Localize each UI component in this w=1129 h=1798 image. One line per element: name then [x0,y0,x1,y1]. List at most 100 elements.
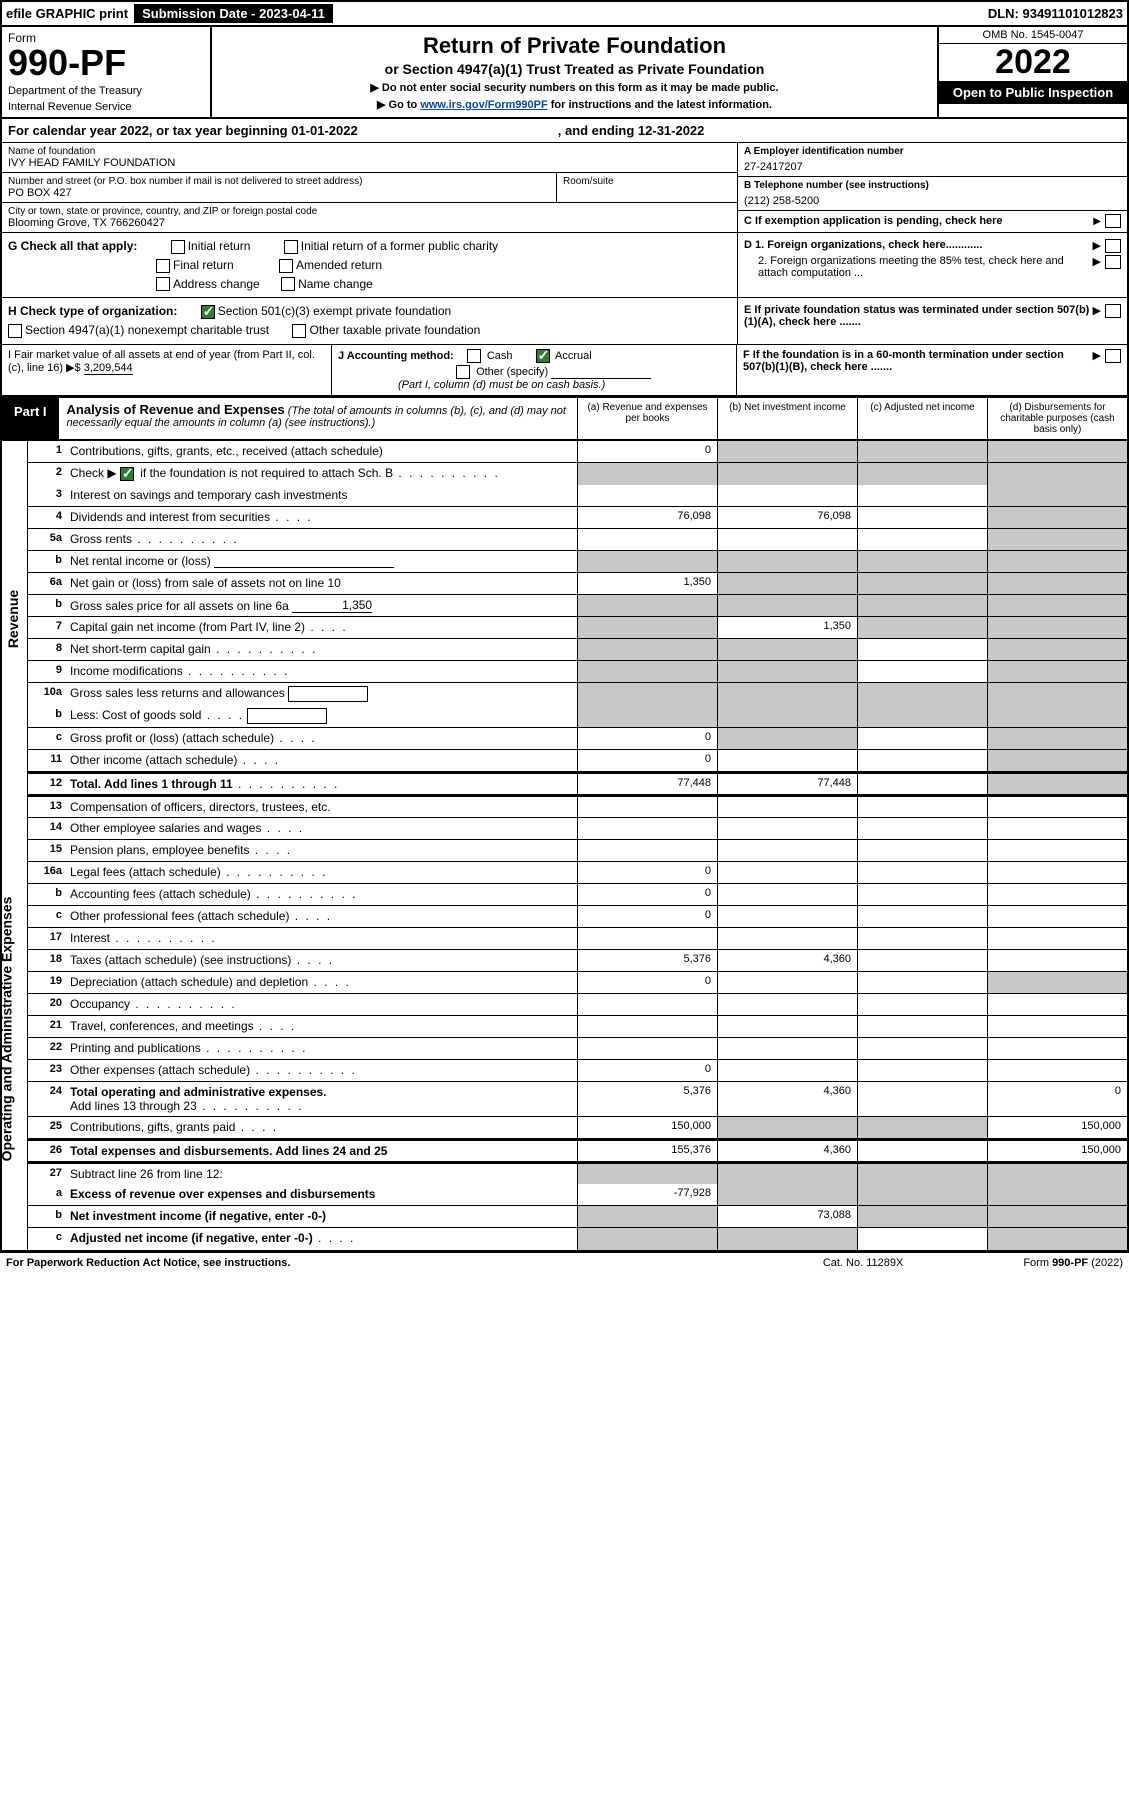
fmv-j: J Accounting method: Cash Accrual Other … [332,345,737,395]
part1-header: Part I Analysis of Revenue and Expenses … [0,396,1129,441]
top-bar: efile GRAPHIC print Submission Date - 20… [0,0,1129,27]
room-suite: Room/suite [557,173,737,202]
row-26: 26Total expenses and disbursements. Add … [28,1139,1127,1162]
main-table: Revenue Operating and Administrative Exp… [0,441,1129,1252]
cb-initial-former[interactable] [284,240,298,254]
f-check: F If the foundation is in a 60-month ter… [737,345,1127,395]
irs-link[interactable]: www.irs.gov/Form990PF [420,99,547,111]
row-5b: bNet rental income or (loss) [28,551,1127,573]
calendar-year-row: For calendar year 2022, or tax year begi… [0,119,1129,143]
row-10c: cGross profit or (loss) (attach schedule… [28,728,1127,750]
dept-treasury: Department of the Treasury [8,85,204,97]
tax-year: 2022 [939,44,1127,81]
d-checks: D 1. Foreign organizations, check here..… [737,233,1127,297]
row-19: 19Depreciation (attach schedule) and dep… [28,972,1127,994]
checks-g-row: G Check all that apply: Initial return I… [0,232,1129,297]
cb-initial-return[interactable] [171,240,185,254]
omb-number: OMB No. 1545-0047 [939,27,1127,44]
row-16a: 16aLegal fees (attach schedule)0 [28,862,1127,884]
form-number: 990-PF [8,45,204,81]
row-2: 2Check ▶ if the foundation is not requir… [28,463,1127,485]
c-checkbox[interactable] [1105,214,1121,228]
row-16c: cOther professional fees (attach schedul… [28,906,1127,928]
row-22: 22Printing and publications [28,1038,1127,1060]
h-checks: H Check type of organization: Section 50… [2,298,737,344]
cb-d2[interactable] [1105,255,1121,269]
row-20: 20Occupancy [28,994,1127,1016]
form-header: Form 990-PF Department of the Treasury I… [0,27,1129,119]
city-cell: City or town, state or province, country… [2,203,737,232]
dept-irs: Internal Revenue Service [8,101,204,113]
row-5a: 5aGross rents [28,529,1127,551]
form-subtitle: or Section 4947(a)(1) Trust Treated as P… [222,61,927,77]
row-4: 4Dividends and interest from securities7… [28,507,1127,529]
col-c-header: (c) Adjusted net income [857,398,987,439]
cb-final-return[interactable] [156,259,170,273]
cb-cash[interactable] [467,349,481,363]
row-12: 12Total. Add lines 1 through 1177,44877,… [28,772,1127,795]
revenue-label: Revenue [5,590,21,648]
row-10b: bLess: Cost of goods sold [28,705,1127,728]
note-ssn: ▶ Do not enter social security numbers o… [222,81,927,94]
row-3: 3Interest on savings and temporary cash … [28,485,1127,507]
form-title: Return of Private Foundation [222,33,927,59]
cb-4947[interactable] [8,324,22,338]
cb-d1[interactable] [1105,239,1121,253]
efile-label[interactable]: efile GRAPHIC print [6,6,128,21]
ein-cell: A Employer identification number 27-2417… [738,143,1127,177]
row-7: 7Capital gain net income (from Part IV, … [28,617,1127,639]
side-labels: Revenue Operating and Administrative Exp… [2,441,28,1250]
dln: DLN: 93491101012823 [988,6,1123,21]
cb-e[interactable] [1105,304,1121,318]
cb-sch-b[interactable] [120,467,134,481]
foundation-name-cell: Name of foundation IVY HEAD FAMILY FOUND… [2,143,737,173]
cb-501c3[interactable] [201,305,215,319]
row-6b: bGross sales price for all assets on lin… [28,595,1127,617]
row-13: 13Compensation of officers, directors, t… [28,795,1127,818]
row-15: 15Pension plans, employee benefits [28,840,1127,862]
footer: For Paperwork Reduction Act Notice, see … [0,1252,1129,1273]
row-17: 17Interest [28,928,1127,950]
col-b-header: (b) Net investment income [717,398,857,439]
g-checks: G Check all that apply: Initial return I… [2,233,737,297]
cb-other-taxable[interactable] [292,324,306,338]
cal-year-text: For calendar year 2022, or tax year begi… [8,123,358,138]
row-14: 14Other employee salaries and wages [28,818,1127,840]
c-exemption: C If exemption application is pending, c… [738,211,1127,231]
rows-area: 1Contributions, gifts, grants, etc., rec… [28,441,1127,1250]
form-reference: Form 990-PF (2022) [1023,1257,1123,1269]
cal-year-ending: , and ending 12-31-2022 [558,123,705,138]
col-d-header: (d) Disbursements for charitable purpose… [987,398,1127,439]
fmv-row: I Fair market value of all assets at end… [0,344,1129,396]
row-25: 25Contributions, gifts, grants paid150,0… [28,1117,1127,1139]
row-24: 24Total operating and administrative exp… [28,1082,1127,1117]
cb-name-change[interactable] [281,277,295,291]
row-9: 9Income modifications [28,661,1127,683]
e-check: E If private foundation status was termi… [737,298,1127,344]
info-right: A Employer identification number 27-2417… [737,143,1127,232]
row-1: 1Contributions, gifts, grants, etc., rec… [28,441,1127,463]
col-a-header: (a) Revenue and expenses per books [577,398,717,439]
row-8: 8Net short-term capital gain [28,639,1127,661]
info-block: Name of foundation IVY HEAD FAMILY FOUND… [0,143,1129,232]
row-27: 27Subtract line 26 from line 12: [28,1162,1127,1184]
cb-other-method[interactable] [456,365,470,379]
phone-cell: B Telephone number (see instructions) (2… [738,177,1127,211]
header-right: OMB No. 1545-0047 2022 Open to Public In… [937,27,1127,117]
row-27c: cAdjusted net income (if negative, enter… [28,1228,1127,1250]
cb-amended[interactable] [279,259,293,273]
part1-desc: Analysis of Revenue and Expenses (The to… [59,398,577,439]
expenses-label: Operating and Administrative Expenses [0,897,14,1162]
pra-notice: For Paperwork Reduction Act Notice, see … [6,1257,290,1269]
submission-date: Submission Date - 2023-04-11 [134,4,333,23]
row-11: 11Other income (attach schedule)0 [28,750,1127,772]
info-left: Name of foundation IVY HEAD FAMILY FOUND… [2,143,737,232]
row-6a: 6aNet gain or (loss) from sale of assets… [28,573,1127,595]
row-27b: bNet investment income (if negative, ent… [28,1206,1127,1228]
cb-address-change[interactable] [156,277,170,291]
part1-label: Part I [2,398,59,439]
cb-f[interactable] [1105,349,1121,363]
row-16b: bAccounting fees (attach schedule)0 [28,884,1127,906]
cb-accrual[interactable] [536,349,550,363]
column-headers: (a) Revenue and expenses per books (b) N… [577,398,1127,439]
